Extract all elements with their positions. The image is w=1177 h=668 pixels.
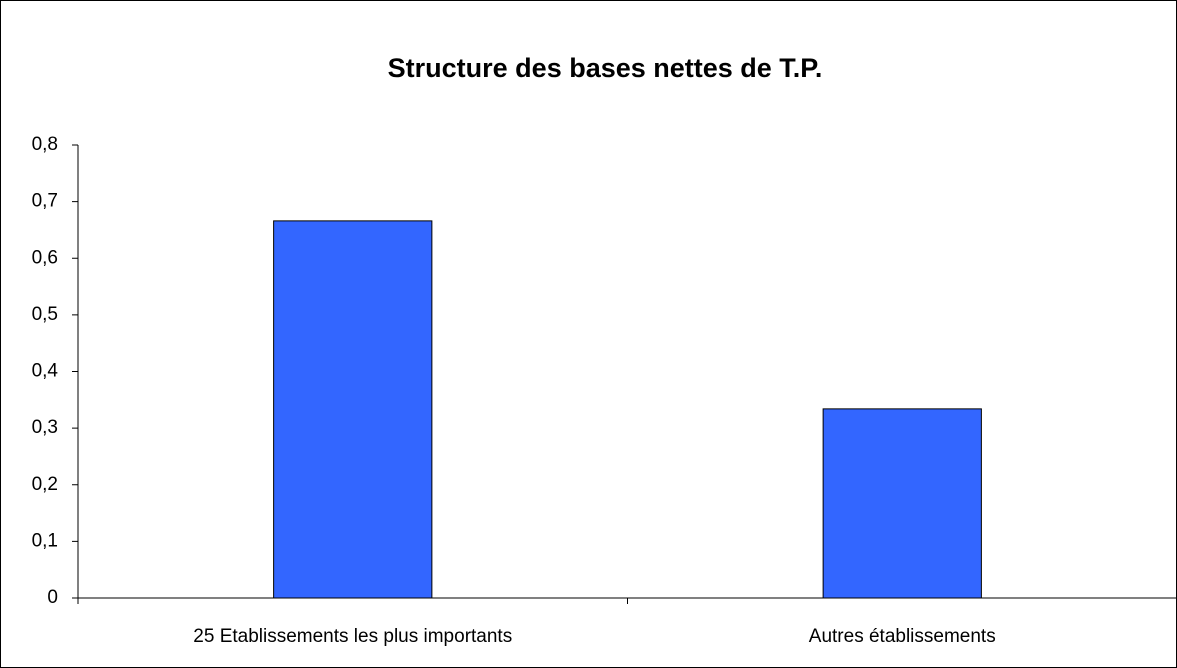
chart-title: Structure des bases nettes de T.P. [388, 53, 823, 83]
y-tick-label: 0 [47, 587, 58, 608]
y-tick-label: 0,5 [32, 304, 58, 325]
y-tick-label: 0,8 [32, 134, 58, 155]
y-tick-label: 0,1 [32, 530, 58, 551]
y-tick-label: 0,4 [32, 361, 59, 382]
y-tick-label: 0,2 [32, 474, 58, 495]
bar [822, 408, 982, 599]
bar [273, 220, 433, 599]
y-tick-label: 0,3 [32, 417, 58, 438]
x-tick-label: 25 Etablissements les plus importants [193, 626, 512, 647]
y-tick-label: 0,6 [32, 247, 58, 268]
y-tick-label: 0,7 [32, 191, 58, 212]
x-tick-label: Autres établissements [809, 626, 996, 647]
